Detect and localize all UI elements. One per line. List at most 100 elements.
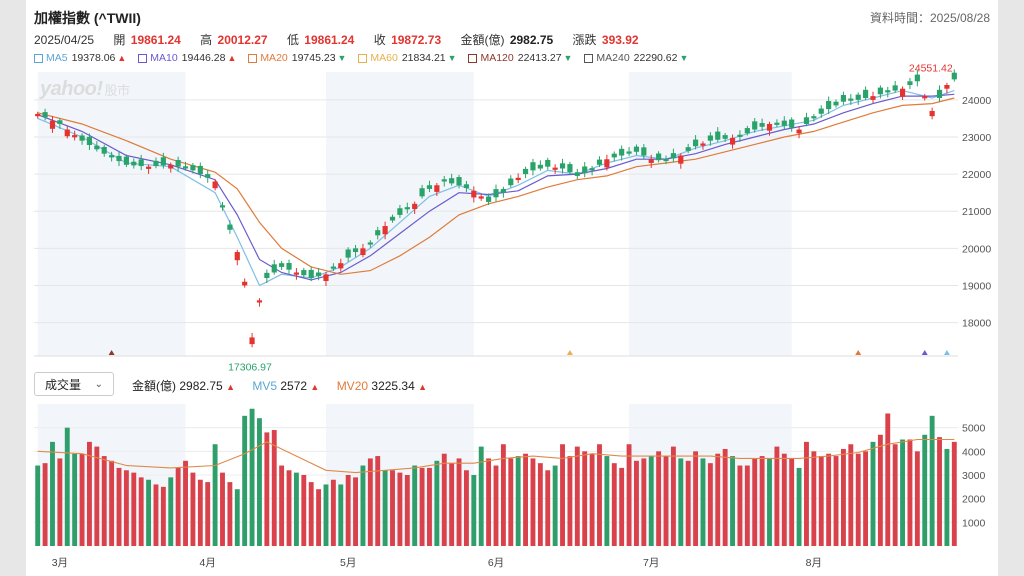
mv20-line [37, 438, 955, 474]
candle-body [138, 159, 144, 167]
volume-toolbar: 成交量 ⌄ 金額(億) 2982.75 ▲ MV5 2572 ▲ MV20 322… [26, 370, 998, 398]
candle-body [833, 101, 839, 106]
volume-bar [131, 472, 137, 546]
volume-bar [722, 448, 728, 546]
candle-body [271, 264, 277, 273]
data-timestamp: 資料時間：2025/08/28 [869, 11, 990, 25]
volume-bar [412, 465, 418, 546]
checkbox-icon[interactable] [138, 53, 148, 63]
candle-body [922, 96, 928, 99]
candle-body [404, 207, 410, 210]
candle-body [182, 166, 189, 169]
candle-body [818, 108, 824, 114]
candle-body [744, 128, 750, 134]
candle-body [944, 84, 950, 89]
volume-bar [123, 470, 129, 546]
indicator-select[interactable]: 成交量 ⌄ [34, 372, 114, 396]
volume-bar [463, 470, 469, 546]
checkbox-icon[interactable] [248, 53, 258, 63]
candle-body [493, 189, 499, 198]
candle-body [774, 122, 780, 125]
volume-bar [508, 458, 514, 546]
volume-bar [286, 470, 292, 546]
candle-body [168, 164, 174, 169]
open-value: 19861.24 [130, 33, 181, 47]
ma-toggle-ma60[interactable]: MA60 21834.21 ▼ [358, 52, 457, 64]
candle-body [907, 81, 913, 85]
ma-toggle-ma10[interactable]: MA10 19446.28 ▲ [138, 52, 236, 64]
candle-body [574, 172, 580, 176]
volume-bar [641, 458, 647, 546]
volume-bar [944, 448, 950, 546]
close-value: 19872.73 [391, 33, 442, 47]
ma-toggle-ma120[interactable]: MA120 22413.27 ▼ [468, 52, 572, 64]
checkbox-icon[interactable] [358, 53, 368, 63]
volume-bar [212, 444, 218, 546]
volume-bar [767, 458, 772, 546]
month-tick-label: 4月 [200, 557, 216, 569]
volume-bar [183, 460, 188, 546]
volume-bar [35, 465, 41, 546]
candle-body [722, 135, 728, 139]
candle-body [338, 263, 344, 269]
candle-body [449, 178, 455, 184]
volume-bar [94, 446, 100, 546]
volume-bar [530, 458, 536, 546]
month-band [629, 72, 792, 356]
volume-bar [109, 460, 115, 546]
candle-body [389, 216, 396, 221]
candle-body [848, 98, 854, 101]
candle-body [803, 117, 810, 124]
candle-body [700, 143, 706, 146]
price-tick-label: 20000 [962, 243, 991, 255]
volume-bar [197, 479, 203, 546]
candle-body [626, 151, 632, 154]
candle-body [515, 177, 521, 181]
volume-bar [552, 465, 558, 546]
candle-body [79, 135, 85, 141]
checkbox-icon[interactable] [468, 53, 478, 63]
candle-body [153, 160, 159, 167]
volume-bar [397, 472, 403, 546]
checkbox-icon[interactable] [584, 53, 594, 63]
volume-bar [597, 444, 602, 546]
ma-toggle-ma5[interactable]: MA5 19378.06 ▲ [34, 52, 126, 64]
volume-bar [715, 453, 721, 546]
volume-bar [419, 467, 425, 546]
volume-bar [323, 484, 329, 546]
volume-bar [611, 463, 617, 546]
candle-body [301, 270, 307, 276]
volume-bar [604, 456, 610, 546]
volume-bar [663, 456, 669, 546]
candle-body [855, 94, 861, 100]
candle-body [145, 166, 152, 169]
ma-toggle-ma20[interactable]: MA20 19745.23 ▼ [248, 52, 346, 64]
checkbox-icon[interactable] [34, 53, 43, 63]
price-volume-chart[interactable]: 18000 19000 20000 21000 22000 23000 24000 24551… [26, 0, 998, 576]
volume-bar [64, 427, 70, 546]
candle-body [715, 131, 721, 140]
volume-bar [116, 467, 122, 546]
volume-bar [619, 467, 625, 546]
price-tick-label: 18000 [962, 318, 991, 330]
candle-body [419, 188, 425, 197]
candle-body [426, 185, 433, 189]
candle-body [57, 120, 63, 124]
max-price-label: 24551.42 [909, 62, 953, 74]
candle-body [633, 146, 640, 152]
candle-body [589, 168, 595, 171]
volume-bar [434, 460, 440, 546]
candle-body [899, 88, 906, 97]
low-label: 低 [286, 33, 299, 47]
volume-bar [242, 415, 248, 546]
volume-bar [101, 456, 107, 546]
yahoo-logo: yahoo! 股市 [40, 78, 130, 100]
volume-bar [951, 441, 957, 546]
ma-toggle-ma240[interactable]: MA240 22290.62 ▼ [584, 52, 688, 64]
ma-line [37, 93, 955, 281]
volume-bar [685, 460, 691, 546]
volume-bar [249, 408, 255, 546]
month-tick-label: 7月 [643, 557, 659, 569]
candle-body [197, 165, 203, 175]
candle-body [397, 208, 403, 215]
